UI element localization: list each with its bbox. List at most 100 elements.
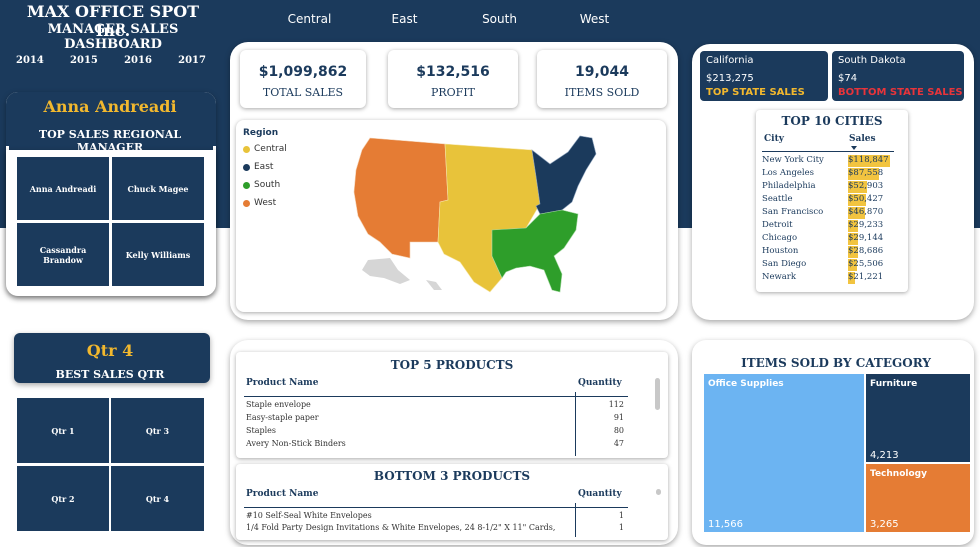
quarter-tile[interactable]: Qtr 3 [111,398,204,463]
city-sales-cell: $28,686 [848,246,890,259]
top-products-scrollbar[interactable] [655,378,660,410]
legend-item-east[interactable]: East [243,162,287,172]
region-south-button[interactable]: South [482,12,517,26]
bottom-product-name: #10 Self-Seal White Envelopes [246,511,372,520]
city-sales-bar [848,194,866,206]
bottom-product-qty: 1 [618,511,624,520]
legend-label: Central [254,144,287,154]
sort-down-icon[interactable] [851,146,857,150]
city-name: San Francisco [762,207,824,217]
manager-tile[interactable]: Cassandra Brandow [17,223,109,286]
city-name: Philadelphia [762,181,816,191]
technology-label: Technology [870,469,927,479]
city-row[interactable]: Seattle $50,427 [762,194,890,207]
category-title: ITEMS SOLD BY CATEGORY [741,356,931,370]
treemap-technology[interactable] [866,464,970,532]
legend-item-west[interactable]: West [243,198,287,208]
city-name: New York City [762,155,824,165]
city-sales-bar [848,259,857,271]
city-sales-cell: $52,903 [848,181,890,194]
top-products-qty-header[interactable]: Quantity [578,378,622,388]
city-sales-cell: $50,427 [848,194,890,207]
alaska-shape [362,258,410,284]
city-sales-value: $29,144 [848,233,884,243]
city-sales-cell: $25,506 [848,259,890,272]
quarter-tile[interactable]: Qtr 2 [17,466,109,531]
manager-tile[interactable]: Chuck Magee [112,157,204,220]
city-sales-value: $29,233 [848,220,884,230]
bottom-products-qty-header[interactable]: Quantity [578,489,622,499]
city-sales-value: $46,870 [848,207,884,217]
profit-value: $132,516 [416,64,490,80]
region-east-button[interactable]: East [391,12,418,26]
profit-label: PROFIT [430,86,476,99]
city-sales-cell: $29,144 [848,233,890,246]
city-row[interactable]: Newark $21,221 [762,272,890,285]
central-region[interactable] [437,143,541,293]
total-sales-kpi: $1,099,862 TOTAL SALES [240,50,366,108]
year-filter: 2014 2015 2016 2017 [16,55,206,66]
treemap-office-supplies[interactable] [704,374,864,532]
year-2015-button[interactable]: 2015 [70,55,98,66]
items-sold-label: ITEMS SOLD [564,86,640,99]
city-sales-bar [848,233,858,245]
furniture-value: 4,213 [870,450,899,461]
city-row[interactable]: New York City $118,847 [762,155,890,168]
south-region[interactable] [491,209,579,293]
bottom-state-box[interactable]: South Dakota $74 BOTTOM STATE SALES [832,51,964,101]
year-2014-button[interactable]: 2014 [16,55,44,66]
manager-card-inner [6,92,216,146]
manager-tile[interactable]: Anna Andreadi [17,157,109,220]
cities-list: New York City $118,847 Los Angeles $87,558 P… [762,155,890,285]
bottom-products-panel [236,464,668,540]
quarter-tile[interactable]: Qtr 4 [111,466,204,531]
city-sales-cell: $46,870 [848,207,890,220]
city-name: San Diego [762,259,807,269]
city-row[interactable]: Philadelphia $52,903 [762,181,890,194]
region-central-button[interactable]: Central [287,12,332,26]
city-row[interactable]: San Francisco $46,870 [762,207,890,220]
legend-item-south[interactable]: South [243,180,287,190]
bottom-product-qty: 1 [618,523,624,532]
city-sales-value: $118,847 [848,155,889,165]
top-products-panel [236,352,668,458]
profit-kpi: $132,516 PROFIT [388,50,518,108]
city-name: Houston [762,246,799,256]
cities-sales-header[interactable]: Sales [849,134,876,144]
bottom-products-scrollbar[interactable] [656,489,661,495]
city-sales-bar [848,246,858,258]
quarter-header [14,333,210,383]
city-sales-value: $28,686 [848,246,884,256]
city-row[interactable]: Houston $28,686 [762,246,890,259]
us-region-map[interactable] [340,130,600,305]
furniture-label: Furniture [870,379,918,389]
city-row[interactable]: Chicago $29,144 [762,233,890,246]
city-sales-value: $87,558 [848,168,884,178]
quarter-tile[interactable]: Qtr 1 [17,398,109,463]
city-name: Detroit [762,220,793,230]
city-row[interactable]: Detroit $29,233 [762,220,890,233]
legend-item-central[interactable]: Central [243,144,287,154]
office-supplies-value: 11,566 [708,519,743,530]
top-state-box[interactable]: California $213,275 TOP STATE SALES [700,51,828,101]
treemap-furniture[interactable] [866,374,970,462]
city-name: Los Angeles [762,168,815,178]
east-region[interactable] [531,135,597,215]
west-region[interactable] [353,137,449,259]
east-dot-icon [243,163,250,171]
region-west-button[interactable]: West [579,12,610,26]
city-name: Chicago [762,233,798,243]
city-sales-bar [848,272,855,284]
city-sales-bar [848,181,867,193]
bottom-products-name-header: Product Name [246,489,319,499]
year-2017-button[interactable]: 2017 [178,55,206,66]
city-row[interactable]: San Diego $25,506 [762,259,890,272]
top-product-qty: 91 [613,413,624,422]
hawaii-shape [426,280,442,290]
city-sales-value: $50,427 [848,194,884,204]
year-2016-button[interactable]: 2016 [124,55,152,66]
city-row[interactable]: Los Angeles $87,558 [762,168,890,181]
top-products-rule [244,396,628,397]
manager-tile[interactable]: Kelly Williams [112,223,204,286]
bottom-products-divider [575,503,576,537]
